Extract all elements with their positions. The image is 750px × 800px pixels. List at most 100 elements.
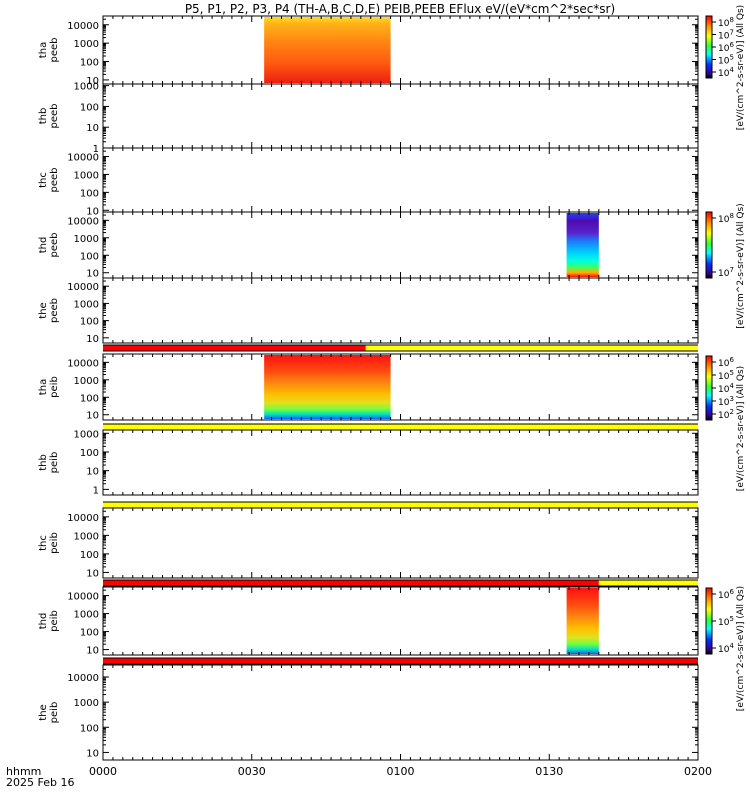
y-tick-label: 1000 xyxy=(74,39,99,50)
spectrogram-data xyxy=(264,355,391,419)
y-tick-label: 10 xyxy=(86,76,99,87)
y-tick-label: 1000 xyxy=(74,376,99,387)
panel-instrument: peib xyxy=(49,376,60,398)
panel-label: thdpeib xyxy=(38,610,60,632)
colorbar-tick-label: 103 xyxy=(718,395,734,408)
flag-segment xyxy=(103,658,698,664)
panel-instrument: peib xyxy=(49,532,60,554)
x-axis: hhmm 2025 Feb 16 0000 0030 0100 0130 0200 xyxy=(6,765,712,789)
panel-label: thapeeb xyxy=(38,38,60,63)
x-axis-label: hhmm xyxy=(6,765,41,778)
panel-frame xyxy=(102,83,699,149)
panel-probe: thb xyxy=(38,108,49,125)
chart-title: P5, P1, P2, P3, P4 (TH-A,B,C,D,E) PEIB,P… xyxy=(185,2,615,16)
colorbar-cb2: 108 107 [eV/(cm^2-s-sr-eV)] (All Qs) xyxy=(705,203,746,329)
panel-label: thepeeb xyxy=(38,298,60,323)
panel-frame xyxy=(102,586,699,656)
panel-label: thepeib xyxy=(38,702,60,724)
colorbar-tick-label: 104 xyxy=(718,642,734,655)
y-tick-label: 10000 xyxy=(67,673,99,684)
panel-probe: thd xyxy=(38,613,49,630)
y-tick-label: 100 xyxy=(80,723,99,734)
panel-instrument: peeb xyxy=(49,298,60,323)
flag-segment xyxy=(103,580,599,586)
y-tick-label: 100 xyxy=(80,188,99,199)
y-tick-label: 100 xyxy=(80,58,99,69)
y-tick-label: 10 xyxy=(86,748,99,759)
y-tick-label: 10 xyxy=(86,206,99,217)
colorbar-scale xyxy=(705,355,713,421)
panel-probe: thd xyxy=(38,237,49,254)
colorbar-scale xyxy=(705,587,713,655)
panel-frame xyxy=(102,507,699,579)
panel-probe: thc xyxy=(38,535,49,551)
y-tick-label: 10 xyxy=(86,334,99,345)
colorbar-scale xyxy=(705,15,713,79)
flag-segment xyxy=(103,345,366,351)
colorbar-title: [eV/(cm^2-s-sr-eV)] (All Qs) xyxy=(736,586,746,711)
x-tick-label: 0100 xyxy=(387,765,415,778)
y-tick-label: 1000 xyxy=(74,531,99,542)
y-tick-label: 100 xyxy=(80,393,99,404)
panel-tha-peeb: 10 100 1000 10000 thapeeb xyxy=(38,15,699,87)
colorbar-scale xyxy=(705,211,713,279)
panel-instrument: peib xyxy=(49,702,60,724)
panel-probe: tha xyxy=(38,379,49,395)
y-tick-label: 100 xyxy=(80,550,99,561)
y-tick-label: 10 xyxy=(86,411,99,422)
x-tick-label: 0000 xyxy=(89,765,117,778)
panel-frame xyxy=(102,277,699,344)
panel-tha-peib: 10 100 1000 10000 thapeib xyxy=(38,353,699,422)
colorbar-title: [eV/(cm^2-s-sr-eV)] (All Qs) xyxy=(736,203,746,328)
panel-thc-peib: 10 100 1000 10000 thcpeib xyxy=(38,507,699,579)
panel-frame xyxy=(102,429,699,496)
colorbar-title: [eV/(cm^2-s-sr-eV)] (All Qs) xyxy=(736,5,746,130)
panel-instrument: peeb xyxy=(49,104,60,129)
panel-instrument: peib xyxy=(49,610,60,632)
colorbar-tick-label: 106 xyxy=(718,356,734,369)
colorbar-cb4: 106 105 104 [eV/(cm^2-s-sr-eV)] (All Qs) xyxy=(705,586,746,711)
y-tick-label: 10 xyxy=(86,269,99,280)
flag-segment xyxy=(598,580,698,586)
panel-label: thcpeib xyxy=(38,532,60,554)
panel-probe: the xyxy=(38,704,49,720)
panel-frame xyxy=(102,211,699,279)
colorbar-tick-label: 107 xyxy=(718,266,734,279)
y-tick-label: 100 xyxy=(80,628,99,639)
colorbar-tick-label: 104 xyxy=(718,382,734,395)
flag-segment xyxy=(103,502,698,508)
y-tick-label: 10000 xyxy=(67,358,99,369)
flag-segment xyxy=(365,345,698,351)
y-tick-label: 10 xyxy=(86,467,99,478)
y-tick-label: 1000 xyxy=(74,429,99,440)
y-tick-label: 100 xyxy=(80,251,99,262)
y-tick-label: 10000 xyxy=(67,513,99,524)
panel-instrument: peeb xyxy=(49,38,60,63)
y-tick-label: 100 xyxy=(80,317,99,328)
y-tick-label: 10 xyxy=(86,646,99,657)
x-tick-label: 0030 xyxy=(238,765,266,778)
colorbar-tick-label: 106 xyxy=(718,41,734,54)
panel-label: thcpeeb xyxy=(38,168,60,193)
y-tick-label: 10000 xyxy=(67,21,99,32)
panel-frame xyxy=(102,664,699,761)
y-tick-label: 1000 xyxy=(74,299,99,310)
y-tick-label: 100 xyxy=(80,448,99,459)
quality-flag-layer xyxy=(103,344,698,665)
y-tick-label: 100 xyxy=(80,102,99,113)
panel-thd-peeb: 10 100 1000 10000 thdpeeb xyxy=(38,211,699,280)
panel-label: thdpeeb xyxy=(38,233,60,258)
x-axis-date: 2025 Feb 16 xyxy=(6,776,74,789)
panel-frame xyxy=(102,353,699,421)
panel-probe: thc xyxy=(38,172,49,188)
colorbar-tick-label: 105 xyxy=(718,54,734,67)
panel-the-peeb: 10 100 1000 10000 thepeeb xyxy=(38,277,699,345)
x-tick-label: 0130 xyxy=(535,765,563,778)
panel-probe: tha xyxy=(38,42,49,58)
spectrogram-data xyxy=(566,213,599,277)
colorbar-tick-label: 106 xyxy=(718,588,734,601)
y-tick-label: 10 xyxy=(86,568,99,579)
y-tick-label: 1 xyxy=(93,485,99,496)
